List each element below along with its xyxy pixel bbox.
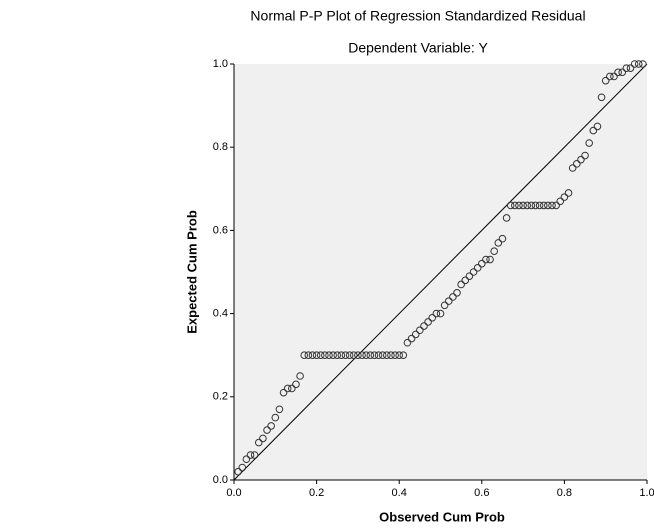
x-tick-label: 0.8 (557, 487, 572, 499)
chart-subtitle: Dependent Variable: Y (348, 40, 488, 56)
x-tick-label: 0.0 (226, 487, 241, 499)
y-tick-label: 0.0 (213, 474, 228, 486)
x-tick-label: 0.4 (392, 487, 407, 499)
y-tick-label: 1.0 (213, 58, 228, 70)
x-tick-label: 0.2 (309, 487, 324, 499)
y-axis-label: Expected Cum Prob (184, 210, 199, 334)
x-tick-label: 0.6 (474, 487, 489, 499)
x-tick-label: 1.0 (639, 487, 654, 499)
chart-title: Normal P-P Plot of Regression Standardiz… (250, 8, 585, 24)
chart: Normal P-P Plot of Regression Standardiz… (0, 0, 654, 528)
y-tick-label: 0.2 (213, 391, 228, 403)
y-tick-label: 0.8 (213, 141, 228, 153)
y-tick-label: 0.4 (213, 308, 228, 320)
x-axis-label: Observed Cum Prob (379, 509, 505, 524)
y-tick-label: 0.6 (213, 224, 228, 236)
